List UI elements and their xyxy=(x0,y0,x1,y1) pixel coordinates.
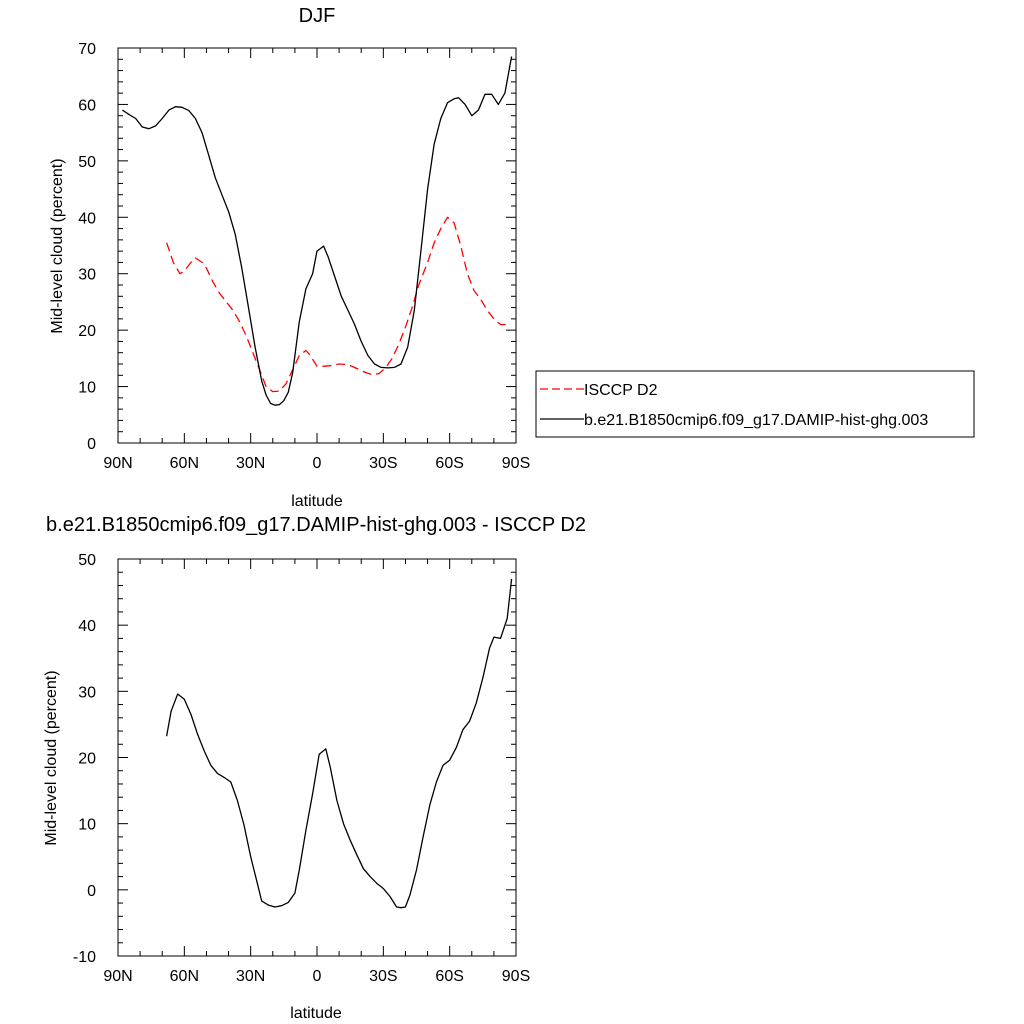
y-tick-label: 70 xyxy=(78,41,96,58)
y-tick-label: 10 xyxy=(78,380,96,397)
legend-box xyxy=(535,370,975,438)
series-line-0 xyxy=(165,578,513,909)
x-tick-label: 90S xyxy=(502,968,530,985)
series-line-0 xyxy=(165,216,508,393)
difference-chart: b.e21.B1850cmip6.f09_g17.DAMIP-hist-ghg.… xyxy=(43,514,586,1022)
plot-marks xyxy=(122,56,513,406)
x-axis-label: latitude xyxy=(290,1005,342,1022)
chart-title: b.e21.B1850cmip6.f09_g17.DAMIP-hist-ghg.… xyxy=(46,514,586,536)
y-axis-label: Mid-level cloud (percent) xyxy=(43,670,60,845)
y-tick-label: 40 xyxy=(78,210,96,227)
y-tick-label: 0 xyxy=(87,883,96,900)
x-axis-label: latitude xyxy=(291,493,343,510)
x-tick-label: 30N xyxy=(236,455,265,472)
x-tick-label: 60S xyxy=(435,455,463,472)
series-line-1 xyxy=(122,56,513,406)
plot-marks xyxy=(165,578,513,909)
x-tick-label: 0 xyxy=(313,968,322,985)
y-tick-label: 0 xyxy=(87,436,96,453)
y-tick-label: 30 xyxy=(78,684,96,701)
legend-label-model: b.e21.B1850cmip6.f09_g17.DAMIP-hist-ghg.… xyxy=(584,412,928,429)
legend-label-isccp: ISCCP D2 xyxy=(584,382,658,399)
x-tick-label: 90N xyxy=(103,968,132,985)
y-tick-label: 10 xyxy=(78,817,96,834)
axis-ticks: 90N 60N 30N 0 30S 60S 90S 0 10 20 30 40 50 60 70 xyxy=(78,41,530,472)
x-tick-label: 0 xyxy=(313,455,322,472)
x-tick-label: 60N xyxy=(170,455,199,472)
y-tick-label: 20 xyxy=(78,323,96,340)
djf-chart: DJF 90N 60N 30N 0 30S 60S 90S 0 10 20 30 40 50 60 70 l… xyxy=(49,5,975,510)
legend: ISCCP D2 b.e21.B1850cmip6.f09_g17.DAMIP-… xyxy=(535,370,975,438)
x-tick-label: 30S xyxy=(369,455,397,472)
x-tick-label: 60S xyxy=(435,968,463,985)
x-tick-label: 90N xyxy=(103,455,132,472)
chart-title: DJF xyxy=(299,5,336,27)
axis-ticks: 90N 60N 30N 0 30S 60S 90S -10 0 10 20 30 40 50 xyxy=(73,552,530,985)
x-tick-label: 60N xyxy=(170,968,199,985)
y-axis-label: Mid-level cloud (percent) xyxy=(49,158,66,333)
y-tick-label: 30 xyxy=(78,267,96,284)
y-tick-label: -10 xyxy=(73,949,96,966)
plot-frame xyxy=(117,558,517,957)
y-tick-label: 60 xyxy=(78,97,96,114)
x-tick-label: 30S xyxy=(369,968,397,985)
y-tick-label: 40 xyxy=(78,618,96,635)
y-tick-label: 20 xyxy=(78,751,96,768)
x-tick-label: 90S xyxy=(502,455,530,472)
x-tick-label: 30N xyxy=(236,968,265,985)
y-tick-label: 50 xyxy=(78,154,96,171)
y-tick-label: 50 xyxy=(78,552,96,569)
